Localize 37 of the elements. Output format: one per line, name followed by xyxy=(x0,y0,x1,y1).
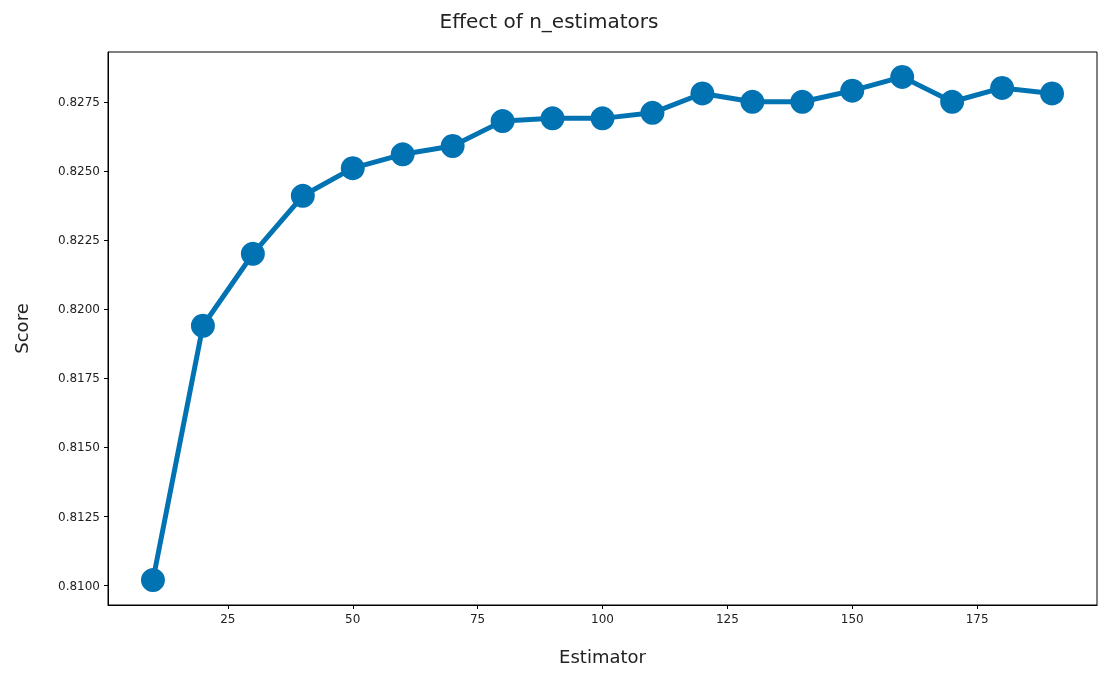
point xyxy=(1040,81,1065,106)
x-axis-title: Estimator xyxy=(559,645,647,667)
y-tick-label: 0.8175 xyxy=(58,371,100,386)
y-tick-label: 0.8225 xyxy=(58,233,100,248)
point xyxy=(240,241,265,266)
x-tick-label: 25 xyxy=(220,612,236,626)
point xyxy=(690,81,715,106)
y-axis-title: Score xyxy=(10,303,32,354)
point xyxy=(440,134,465,158)
y-tick-label: 0.8125 xyxy=(58,509,100,524)
x-tick-label: 75 xyxy=(469,612,486,626)
point xyxy=(840,78,865,103)
point xyxy=(990,75,1015,100)
y-tick-label: 0.8150 xyxy=(58,440,100,455)
point xyxy=(340,156,365,181)
x-tick-label: 150 xyxy=(840,612,864,626)
point xyxy=(890,64,915,89)
point xyxy=(490,109,515,134)
y-tick-label: 0.8275 xyxy=(58,94,100,109)
chart-title: Effect of n_estimators xyxy=(439,9,659,33)
y-tick-label: 0.8200 xyxy=(58,302,100,317)
point xyxy=(740,89,765,114)
point xyxy=(590,106,615,131)
x-tick-label: 50 xyxy=(345,612,361,626)
point xyxy=(140,568,165,593)
point xyxy=(940,89,965,114)
y-tick-label: 0.8250 xyxy=(58,163,100,178)
point xyxy=(640,100,665,125)
point xyxy=(390,142,415,167)
point xyxy=(190,313,215,338)
point xyxy=(290,183,315,208)
x-tick-label: 175 xyxy=(965,612,989,626)
x-tick-label: 100 xyxy=(591,612,614,626)
x-tick-label: 125 xyxy=(715,612,739,626)
y-tick-label: 0.8100 xyxy=(58,578,100,593)
point xyxy=(790,89,815,114)
point xyxy=(540,106,565,131)
